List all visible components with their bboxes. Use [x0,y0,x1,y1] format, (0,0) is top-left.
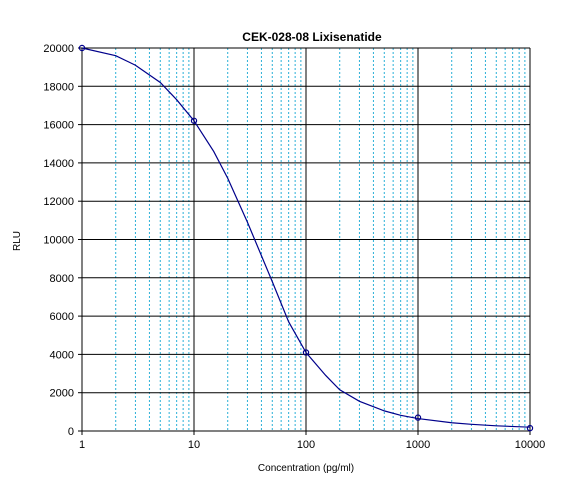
x-tick-label: 1000 [406,439,430,451]
y-tick-label: 8000 [50,273,74,285]
x-tick-label: 100 [297,439,315,451]
y-axis-label: RLU [12,231,23,251]
y-tick-label: 14000 [43,158,74,170]
data-point [190,117,198,124]
y-tick-label: 16000 [43,120,74,132]
data-point [414,414,422,421]
x-tick-label: 10 [188,439,200,451]
y-tick-label: 20000 [43,43,74,55]
fitted-curve [81,47,531,428]
x-axis-label: Concentration (pg/ml) [258,463,354,474]
data-point [78,44,86,52]
y-tick-label: 18000 [43,81,74,93]
data-point [302,349,310,356]
chart-title: CEK-028-08 Lixisenatide [242,30,382,44]
y-tick-label: 6000 [50,311,74,323]
y-tick-label: 4000 [50,349,74,361]
y-tick-label: 2000 [50,388,74,400]
grid [81,47,531,432]
y-tick-label: 12000 [43,196,74,208]
series-layer [78,44,534,432]
x-tick-label: 10000 [515,439,546,451]
y-tick-label: 10000 [43,235,74,247]
y-tick-label: 0 [68,426,74,438]
x-tick-label: 1 [79,439,85,451]
tick-labels: 0 2000 4000 6000 8000 10000 12000 14000 16000 180… [43,43,545,451]
data-point [526,424,534,432]
